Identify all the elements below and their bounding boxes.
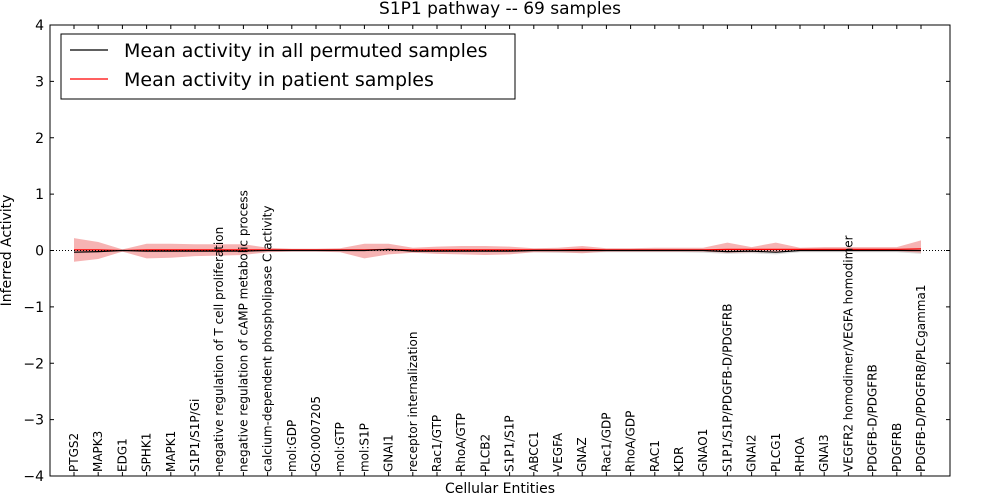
category-label: negative regulation of cAMP metabolic pr… (236, 190, 250, 472)
category-label: RAC1 (648, 440, 662, 472)
category-label: Rac1/GDP (599, 413, 613, 472)
category-label: mol:GDP (285, 420, 299, 472)
category-label: MAPK1 (164, 431, 178, 472)
category-label: GNAO1 (696, 429, 710, 472)
category-label: receptor internalization (406, 332, 420, 472)
category-label: KDR (672, 447, 686, 472)
category-label: Rac1/GTP (430, 415, 444, 472)
category-label: VEGFA (551, 432, 565, 472)
y-tick-label: −2 (23, 356, 44, 372)
legend: Mean activity in all permuted samples Me… (60, 33, 516, 100)
category-label: RhoA/GTP (454, 413, 468, 472)
category-label: GNAI2 (745, 434, 759, 472)
category-label: VEGFR2 homodimer/VEGFA homodimer (841, 235, 855, 472)
category-label: GO:0007205 (309, 396, 323, 472)
category-label: PDGFB-D/PDGFRB/PLCgamma1 (914, 285, 928, 472)
category-label: RhoA/GDP (624, 411, 638, 472)
y-tick-label: 4 (35, 18, 44, 34)
y-tick-label: 0 (35, 244, 44, 260)
category-label: mol:GTP (333, 422, 347, 472)
y-tick-label: −1 (23, 300, 44, 316)
category-label: S1P1/S1P/Gi (188, 399, 202, 472)
category-label: mol:S1P (357, 423, 371, 472)
category-label: PTGS2 (67, 433, 81, 472)
category-label: negative regulation of T cell proliferat… (212, 227, 226, 472)
category-label: PDGFB-D/PDGFRB (866, 364, 880, 472)
y-tick-label: 3 (35, 74, 44, 90)
category-label: EDG1 (115, 438, 129, 472)
plot-area: −4 −3 −2 −1 0 1 2 3 4 PTGS2 MAPK3 EDG1 SPHK1 MAPK1 S1… (23, 18, 951, 485)
legend-box (60, 33, 516, 100)
legend-label-patient: Mean activity in patient samples (124, 69, 434, 91)
permuted-mean-line (73, 248, 921, 253)
category-label: PDGFRB (890, 423, 904, 472)
category-label: GNAI1 (382, 434, 396, 472)
y-tick-label: 2 (35, 131, 44, 147)
category-label: ABCC1 (527, 431, 541, 472)
y-axis-title: Inferred Activity (0, 195, 15, 307)
y-tick-label: −4 (23, 469, 44, 485)
category-label: SPHK1 (140, 433, 154, 472)
category-label: GNAZ (575, 437, 589, 472)
category-label: PLCG1 (769, 433, 783, 472)
category-label: S1P1/S1P/PDGFB-D/PDGFRB (720, 304, 734, 472)
category-label: GNAI3 (817, 434, 831, 472)
y-tick-label: 1 (35, 187, 44, 203)
category-label: S1P1/S1P (503, 415, 517, 472)
chart-title: S1P1 pathway -- 69 samples (379, 0, 621, 19)
category-label: MAPK3 (91, 431, 105, 472)
category-label: PLCB2 (478, 434, 492, 472)
y-tick-label: −3 (23, 413, 44, 429)
category-label: calcium-dependent phospholipase C activi… (261, 206, 275, 472)
category-label: RHOA (793, 436, 807, 472)
x-axis-title: Cellular Entities (445, 481, 555, 497)
legend-label-permuted: Mean activity in all permuted samples (124, 40, 487, 62)
patient-mean-line (74, 248, 922, 252)
